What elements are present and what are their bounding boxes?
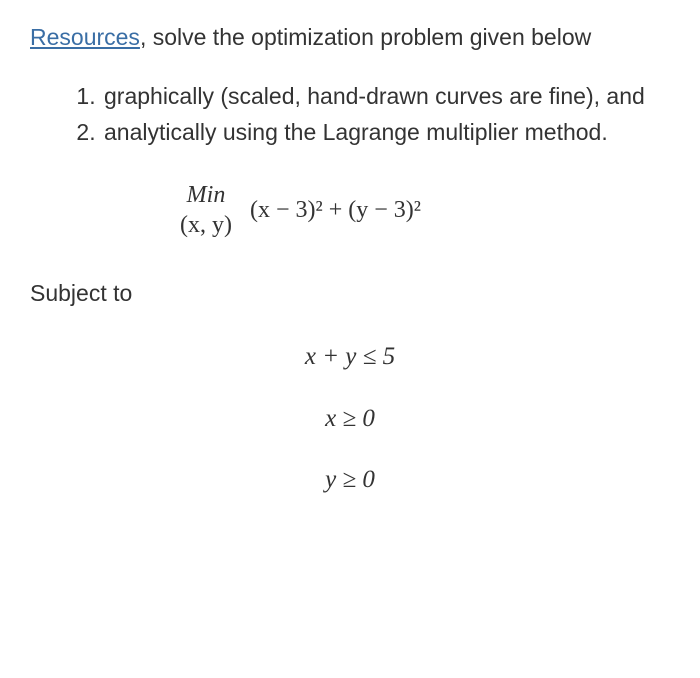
subject-to-label: Subject to [30, 276, 670, 311]
task-list: graphically (scaled, hand-drawn curves a… [30, 79, 670, 150]
min-over-vars: Min (x, y) [180, 180, 232, 240]
constraint-2: x ≥ 0 [325, 400, 375, 438]
resources-link[interactable]: Resources [30, 24, 140, 50]
objective-expression: (x − 3)² + (y − 3)² [250, 192, 421, 228]
constraint-1: x + y ≤ 5 [305, 338, 395, 376]
math-region: Min (x, y) (x − 3)² + (y − 3)² Subject t… [30, 180, 670, 499]
min-label: Min [187, 180, 226, 210]
objective-function: Min (x, y) (x − 3)² + (y − 3)² [180, 180, 670, 240]
intro-paragraph: Resources, solve the optimization proble… [30, 20, 670, 55]
constraint-3: y ≥ 0 [325, 461, 375, 499]
task-item-1: graphically (scaled, hand-drawn curves a… [102, 79, 670, 114]
constraints-block: x + y ≤ 5 x ≥ 0 y ≥ 0 [30, 338, 670, 499]
task-item-2: analytically using the Lagrange multipli… [102, 115, 670, 150]
intro-continuation: , solve the optimization problem given b… [140, 24, 591, 50]
decision-vars: (x, y) [180, 210, 232, 240]
